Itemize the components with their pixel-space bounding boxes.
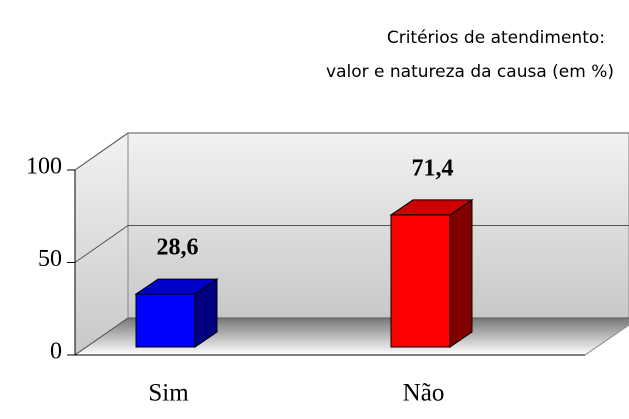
grid-line [74, 317, 129, 356]
chart-title: Critérios de atendimento: [387, 28, 605, 48]
bar [390, 214, 451, 348]
y-tick-label: 0 [50, 339, 62, 365]
chart-title: valor e natureza da causa (em %) [326, 62, 614, 82]
grid-line [74, 225, 129, 263]
value-label: 28,6 [157, 235, 199, 261]
value-label: 71,4 [412, 155, 454, 181]
x-tick-label: Sim [148, 380, 189, 407]
bar [135, 293, 196, 348]
y-tick-label: 100 [26, 154, 62, 180]
bar-side [449, 198, 473, 348]
x-tick-label: Não [403, 380, 445, 407]
y-tick-label: 50 [38, 246, 62, 272]
grid-line [74, 132, 129, 171]
